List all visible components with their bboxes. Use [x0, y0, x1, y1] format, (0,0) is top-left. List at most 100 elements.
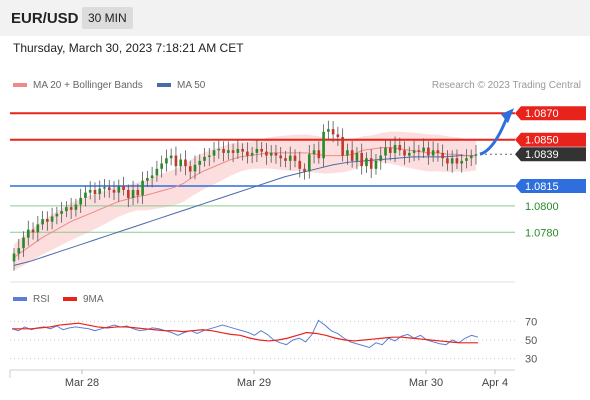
candle-body-86 — [422, 147, 425, 152]
rsi-tick-30: 30 — [525, 354, 537, 366]
legend-ma50-label: MA 50 — [177, 80, 206, 91]
level-tag-current-2 — [515, 147, 586, 162]
candle-body-7 — [46, 219, 49, 222]
bollinger-band — [14, 131, 476, 271]
candle-body-65 — [322, 131, 325, 159]
candle-body-59 — [293, 155, 297, 161]
candle-body-67 — [331, 129, 335, 135]
timeframe-button[interactable]: 30 MIN — [82, 7, 133, 29]
candle-body-20 — [107, 187, 111, 190]
candle-body-12 — [69, 207, 73, 210]
candle-body-17 — [93, 189, 97, 194]
legend-ma20-label: MA 20 + Bollinger Bands — [33, 80, 143, 91]
candle-body-33 — [169, 155, 173, 159]
credit-text: Research © 2023 Trading Central — [431, 80, 581, 91]
candle-body-27 — [141, 180, 144, 196]
candle-body-68 — [336, 134, 340, 138]
candle-body-3 — [26, 229, 30, 238]
candle-body-97 — [474, 154, 478, 156]
candle-body-66 — [327, 129, 330, 132]
level-label-current-2: 1.0839 — [525, 149, 559, 161]
projection-arrow-line — [479, 116, 509, 156]
candle-body-15 — [84, 192, 87, 198]
ma9-swatch — [63, 297, 77, 302]
candle-body-30 — [155, 168, 159, 176]
candle-body-71 — [350, 150, 354, 161]
candle-body-9 — [55, 213, 59, 217]
candle-body-54 — [269, 152, 273, 156]
candle-body-92 — [450, 158, 454, 164]
candle-body-58 — [288, 155, 292, 161]
candle-body-23 — [122, 186, 125, 190]
candle-body-25 — [131, 189, 135, 198]
candle-body-28 — [146, 178, 149, 181]
legend-ma50: MA 50 — [157, 80, 205, 91]
candle-body-26 — [136, 189, 140, 196]
candle-body-64 — [317, 150, 321, 159]
candle-body-5 — [36, 224, 40, 233]
level-label-support-3: 1.0815 — [525, 181, 559, 193]
candle-body-62 — [307, 154, 311, 172]
ma50-swatch — [157, 83, 171, 88]
candle-body-42 — [212, 150, 216, 156]
candle-body-8 — [50, 216, 54, 222]
candle-body-41 — [207, 155, 211, 157]
candle-body-53 — [265, 151, 268, 156]
candle-body-93 — [455, 158, 459, 164]
candle-body-40 — [203, 156, 206, 161]
candle-body-90 — [441, 152, 444, 159]
header-bar: EUR/USD 30 MIN — [0, 0, 590, 36]
candle-body-74 — [365, 158, 368, 167]
candle-body-46 — [231, 150, 235, 153]
ma20-swatch — [13, 83, 27, 88]
level-tag-resistance-1 — [515, 132, 586, 147]
candle-body-60 — [298, 160, 302, 169]
rsi-tick-70: 70 — [525, 316, 537, 328]
candle-body-22 — [117, 186, 121, 193]
candle-body-44 — [222, 148, 225, 153]
legend-ma20: MA 20 + Bollinger Bands — [13, 80, 143, 91]
projection-arrowhead — [501, 108, 514, 124]
level-tag-support-3 — [515, 179, 586, 193]
level-tag-resistance-0 — [515, 106, 586, 121]
candle-body-76 — [374, 160, 378, 169]
x-tick-label-3: Apr 4 — [482, 377, 508, 389]
candle-body-91 — [446, 158, 449, 164]
candle-body-21 — [112, 189, 116, 193]
candle-body-79 — [388, 147, 392, 153]
candle-body-75 — [369, 158, 373, 169]
candle-body-78 — [384, 147, 387, 156]
candle-body-24 — [126, 189, 130, 198]
candle-body-1 — [17, 248, 21, 254]
candle-body-63 — [312, 150, 316, 155]
candle-body-56 — [279, 155, 283, 159]
candle-body-70 — [346, 150, 349, 156]
legend-ma9-label: 9MA — [83, 294, 104, 305]
x-tick-label-1: Mar 29 — [237, 377, 271, 389]
candle-body-10 — [60, 211, 63, 214]
candle-body-52 — [260, 148, 263, 152]
candle-body-35 — [179, 159, 183, 167]
candle-body-94 — [460, 160, 464, 164]
candle-body-72 — [355, 152, 359, 161]
candle-body-13 — [74, 204, 78, 210]
x-tick-label-0: Mar 28 — [65, 377, 99, 389]
candle-body-73 — [360, 152, 364, 167]
candle-body-57 — [284, 158, 287, 161]
candle-body-39 — [198, 160, 202, 165]
level-label-target-4: 1.0800 — [525, 201, 559, 213]
candle-body-37 — [188, 166, 192, 172]
candle-body-36 — [184, 159, 187, 167]
candle-body-85 — [417, 150, 421, 152]
candle-body-31 — [160, 163, 163, 169]
candle-body-0 — [12, 253, 16, 262]
level-label-resistance-0: 1.0870 — [525, 108, 559, 120]
level-label-resistance-1: 1.0850 — [525, 135, 559, 147]
ma50-line — [13, 155, 476, 266]
candle-body-51 — [255, 148, 259, 153]
candle-body-88 — [431, 150, 435, 156]
candle-body-6 — [41, 219, 44, 225]
candle-body-82 — [403, 150, 406, 156]
candle-body-89 — [436, 150, 440, 153]
rsi-swatch — [13, 297, 27, 302]
